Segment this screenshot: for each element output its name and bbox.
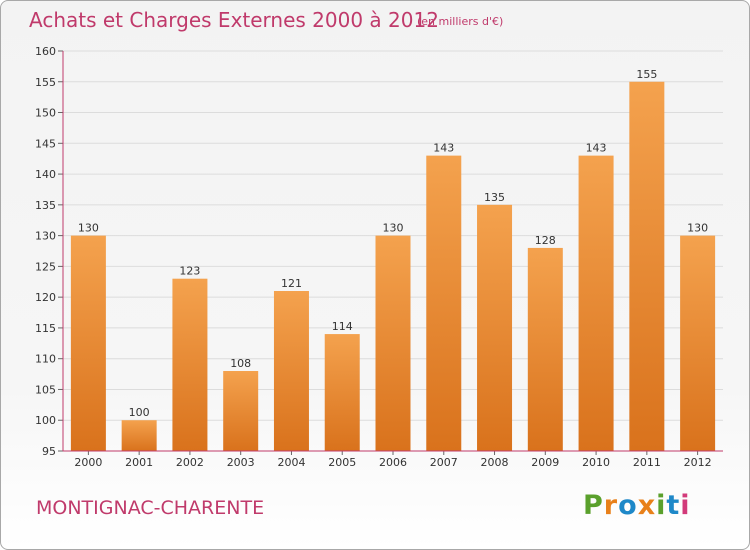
data-label: 128 bbox=[535, 234, 556, 247]
bar bbox=[70, 235, 106, 451]
logo-letter: o bbox=[618, 490, 638, 521]
logo-letter: i bbox=[656, 490, 667, 521]
bar bbox=[324, 334, 360, 451]
y-tick-label: 95 bbox=[42, 445, 56, 458]
data-label: 108 bbox=[230, 357, 251, 370]
bar bbox=[629, 81, 665, 452]
data-label: 130 bbox=[78, 222, 99, 235]
data-label: 155 bbox=[636, 68, 657, 81]
logo-letter: t bbox=[666, 490, 681, 521]
x-tick-label: 2010 bbox=[582, 456, 610, 469]
y-tick-label: 135 bbox=[35, 199, 56, 212]
x-tick-label: 2011 bbox=[633, 456, 661, 469]
x-tick-label: 2008 bbox=[481, 456, 509, 469]
bar bbox=[273, 291, 309, 451]
y-tick-label: 120 bbox=[35, 291, 56, 304]
chart-title: Achats et Charges Externes 2000 à 2012 bbox=[29, 8, 439, 32]
data-label: 143 bbox=[433, 142, 454, 155]
x-tick-label: 2000 bbox=[74, 456, 102, 469]
logo-letter: P bbox=[583, 490, 604, 521]
bar bbox=[426, 155, 462, 451]
y-tick-label: 100 bbox=[35, 414, 56, 427]
bar bbox=[680, 235, 716, 451]
proxiti-logo: Proxiti bbox=[583, 490, 691, 521]
bar bbox=[477, 204, 513, 451]
x-tick-label: 2001 bbox=[125, 456, 153, 469]
x-tick-label: 2007 bbox=[430, 456, 458, 469]
logo-letter: r bbox=[603, 490, 619, 521]
bar bbox=[578, 155, 614, 451]
x-tick-label: 2003 bbox=[227, 456, 255, 469]
data-label: 135 bbox=[484, 191, 505, 204]
x-tick-label: 2009 bbox=[531, 456, 559, 469]
data-label: 143 bbox=[586, 142, 607, 155]
bar bbox=[223, 371, 259, 451]
y-tick-label: 145 bbox=[35, 137, 56, 150]
data-label: 123 bbox=[179, 265, 200, 278]
bar bbox=[172, 278, 208, 451]
data-label: 130 bbox=[383, 222, 404, 235]
x-tick-label: 2004 bbox=[277, 456, 305, 469]
y-tick-label: 150 bbox=[35, 107, 56, 120]
commune-name: MONTIGNAC-CHARENTE bbox=[36, 497, 265, 519]
data-label: 121 bbox=[281, 277, 302, 290]
bar bbox=[527, 247, 563, 451]
x-tick-label: 2005 bbox=[328, 456, 356, 469]
x-tick-label: 2006 bbox=[379, 456, 407, 469]
x-tick-label: 2012 bbox=[684, 456, 712, 469]
y-tick-label: 155 bbox=[35, 76, 56, 89]
bar bbox=[375, 235, 411, 451]
y-tick-label: 115 bbox=[35, 322, 56, 335]
y-tick-label: 105 bbox=[35, 383, 56, 396]
data-label: 130 bbox=[687, 222, 708, 235]
data-label: 114 bbox=[332, 320, 353, 333]
logo-letter: x bbox=[637, 490, 657, 521]
logo-letter: i bbox=[680, 490, 691, 521]
y-tick-label: 140 bbox=[35, 168, 56, 181]
bar bbox=[121, 420, 157, 451]
data-label: 100 bbox=[129, 406, 150, 419]
y-tick-label: 110 bbox=[35, 353, 56, 366]
y-tick-label: 130 bbox=[35, 230, 56, 243]
y-tick-label: 160 bbox=[35, 45, 56, 58]
x-tick-label: 2002 bbox=[176, 456, 204, 469]
y-tick-label: 125 bbox=[35, 260, 56, 273]
chart-unit: (en milliers d'€) bbox=[417, 15, 504, 28]
